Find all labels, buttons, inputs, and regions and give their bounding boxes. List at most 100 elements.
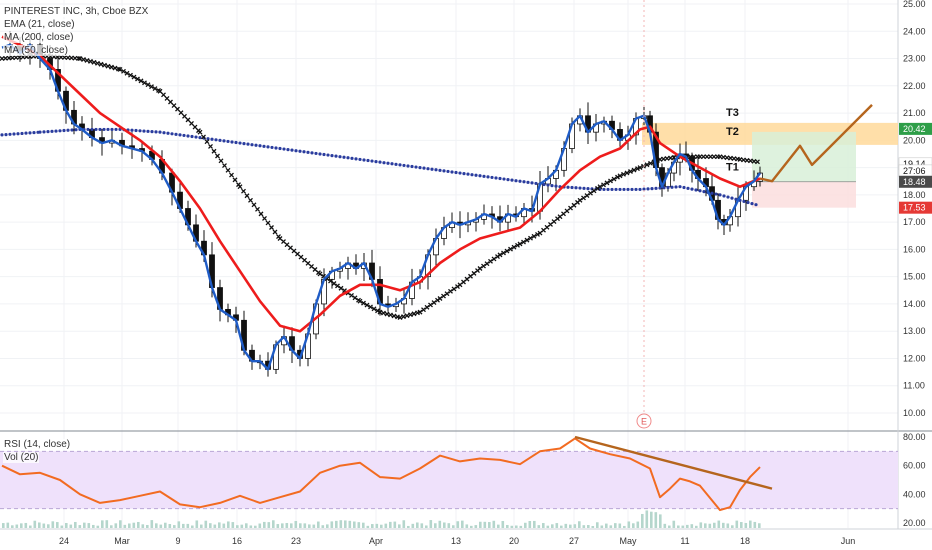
- ma200-dot: [42, 130, 46, 134]
- ma200-dot: [166, 131, 170, 135]
- ma200-dot: [102, 127, 106, 132]
- volume-bar: [420, 523, 424, 528]
- ma50-legend[interactable]: MA (50, close): [3, 45, 69, 56]
- ma50-marker: [481, 263, 486, 269]
- volume-bar: [303, 523, 307, 528]
- volume-bar: [573, 524, 577, 528]
- price-tick-label: 17.00: [903, 217, 926, 227]
- volume-bar: [641, 513, 644, 528]
- price-tick-label: 11.00: [903, 381, 925, 391]
- ma50-marker: [391, 313, 397, 319]
- ma200-dot: [142, 129, 146, 133]
- ma200-dot: [46, 130, 50, 134]
- volume-bar: [627, 521, 631, 528]
- ma50-marker: [131, 74, 137, 80]
- ma50-marker: [581, 195, 586, 201]
- ma200-dot: [674, 185, 678, 189]
- volume-bar: [492, 520, 496, 528]
- volume-bar: [87, 523, 91, 528]
- ma200-dot: [74, 128, 78, 132]
- ma50-marker: [644, 162, 650, 168]
- volume-bar: [524, 522, 527, 528]
- volume-bar: [353, 521, 356, 528]
- price-badge: [899, 122, 932, 135]
- volume-bar: [231, 522, 235, 528]
- price-tick-label: 20.00: [903, 135, 926, 145]
- volume-bar: [398, 524, 401, 528]
- ma200-dot: [458, 171, 462, 175]
- ma50-marker: [577, 197, 583, 203]
- ma200-dot: [490, 175, 494, 180]
- ma200-dot: [730, 196, 734, 200]
- ma50-marker: [185, 117, 191, 123]
- ma50-marker: [241, 188, 246, 194]
- ma50-marker: [428, 302, 433, 308]
- rsi-legend[interactable]: RSI (14, close): [3, 439, 72, 450]
- ma200-dot: [746, 200, 750, 205]
- ma50-marker: [105, 63, 111, 69]
- price-badge-label: 19.14: [903, 159, 926, 169]
- ma200-dot: [274, 146, 278, 150]
- volume-bar: [564, 523, 568, 528]
- ma200-dot: [70, 128, 74, 132]
- ma200-dot: [526, 180, 530, 184]
- ema-legend[interactable]: EMA (21, close): [3, 19, 76, 30]
- ma200-dot: [246, 142, 250, 146]
- volume-bar: [681, 525, 685, 528]
- volume-bar: [155, 523, 158, 528]
- ma200-dot: [754, 203, 758, 207]
- volume-bar: [470, 525, 473, 528]
- volume-bar: [447, 523, 451, 528]
- ma50-marker: [584, 193, 590, 199]
- volume-bar: [56, 522, 59, 528]
- volume-bar: [141, 524, 145, 528]
- volume-bar: [101, 520, 104, 528]
- ma200-dot: [486, 175, 490, 179]
- volume-legend[interactable]: Vol (20): [3, 452, 40, 463]
- ma200-dot: [442, 169, 446, 173]
- ma50-marker: [637, 165, 643, 171]
- ma50-marker: [84, 57, 90, 63]
- volume-bar: [267, 522, 271, 528]
- price-tick-label: 21.00: [903, 108, 926, 118]
- volume-bar: [380, 524, 383, 528]
- ma50-marker: [335, 283, 340, 289]
- ma50-marker: [497, 252, 503, 258]
- ma50-marker: [588, 190, 593, 196]
- ma50-marker: [171, 103, 177, 109]
- ma50-marker: [112, 65, 118, 71]
- ma50-marker: [98, 61, 104, 67]
- volume-bar: [497, 524, 500, 528]
- ma50-marker: [138, 78, 144, 84]
- ma200-dot: [266, 145, 270, 149]
- ma200-dot: [642, 187, 646, 191]
- ma50-marker: [755, 159, 760, 165]
- volume-bar: [254, 525, 257, 528]
- ma50-marker: [397, 315, 403, 321]
- ma50-marker: [232, 177, 238, 183]
- price-tick-label: 18.00: [903, 190, 926, 200]
- ma200-dot: [714, 192, 718, 196]
- volume-bar: [434, 523, 437, 528]
- ma50-marker: [178, 110, 184, 116]
- ma200-legend[interactable]: MA (200, close): [3, 32, 75, 43]
- volume-bar: [591, 525, 595, 528]
- ma50-marker: [251, 202, 257, 208]
- volume-bar: [200, 524, 203, 528]
- volume-bar: [596, 522, 599, 528]
- annotation-t1: T1: [726, 162, 739, 174]
- time-tick-label: 24: [59, 536, 69, 546]
- rsi-trendline: [574, 435, 773, 490]
- volume-bar: [654, 512, 658, 528]
- annotations: T3 T2 T1 E: [636, 0, 739, 429]
- volume-bar: [146, 524, 149, 528]
- volume-bar: [713, 522, 716, 528]
- ma200-dot: [682, 185, 686, 190]
- volume-bar: [686, 524, 689, 528]
- volume-bar: [299, 523, 302, 528]
- ma200-dot: [20, 131, 24, 136]
- volume-bar: [474, 525, 478, 528]
- volume-bar: [519, 525, 523, 528]
- ma200-dot: [278, 146, 282, 151]
